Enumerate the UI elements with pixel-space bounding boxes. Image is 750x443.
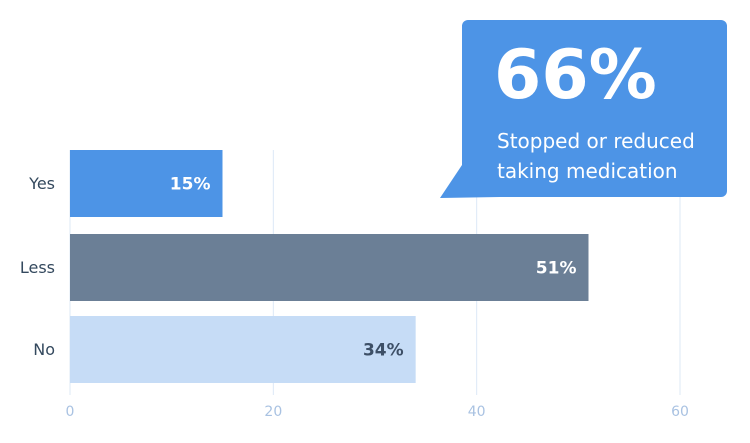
x-tick-label: 20 (264, 404, 282, 420)
bar (70, 316, 416, 383)
x-tick-label: 0 (66, 404, 75, 420)
bar (70, 234, 589, 301)
bar-value-label: 34% (363, 341, 404, 361)
y-tick-label: Yes (28, 174, 55, 193)
callout-text: Stopped or reduced taking medication (497, 129, 695, 183)
callout-box (462, 20, 727, 197)
callout-tail (440, 165, 500, 198)
x-tick-label: 40 (468, 404, 486, 420)
callout-value: 66% (494, 36, 657, 115)
y-tick-label: No (33, 340, 55, 359)
bars: 15% Yes 51% Less 34% No (20, 150, 589, 383)
bar-value-label: 15% (170, 175, 211, 195)
bar (70, 150, 223, 217)
bar-value-label: 51% (536, 259, 577, 279)
callout (440, 20, 727, 198)
y-tick-label: Less (20, 258, 55, 277)
x-tick-label: 60 (671, 404, 689, 420)
